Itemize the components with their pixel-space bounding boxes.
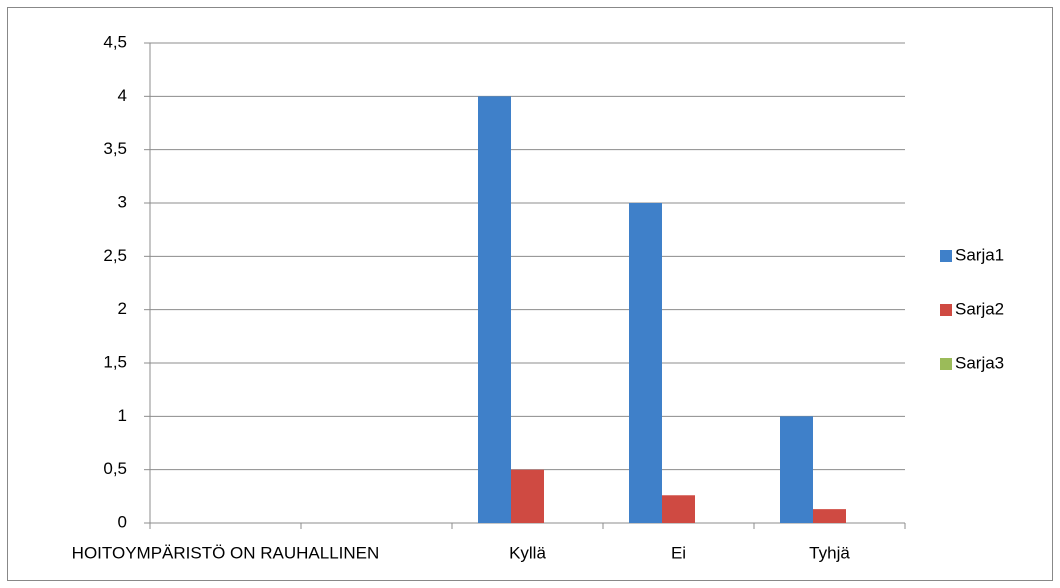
- x-tick-label: Tyhjä: [809, 543, 850, 562]
- y-tick-label: 3,5: [103, 139, 127, 158]
- bar: [813, 509, 846, 523]
- bar: [511, 469, 544, 523]
- y-tick-label: 1: [118, 406, 127, 425]
- y-tick-label: 2,5: [103, 246, 127, 265]
- bar: [478, 96, 511, 523]
- y-tick-label: 2: [118, 299, 127, 318]
- legend-label: Sarja2: [955, 299, 1004, 318]
- y-tick-label: 4: [118, 86, 127, 105]
- y-tick-label: 4,5: [103, 32, 127, 51]
- y-tick-label: 3: [118, 192, 127, 211]
- y-tick-label: 1,5: [103, 352, 127, 371]
- legend-swatch: [940, 304, 952, 316]
- legend-label: Sarja3: [955, 353, 1004, 372]
- x-tick-label: Ei: [671, 543, 686, 562]
- legend-swatch: [940, 358, 952, 370]
- bar: [662, 495, 695, 523]
- bar: [629, 203, 662, 523]
- legend-swatch: [940, 250, 952, 262]
- y-tick-label: 0: [118, 512, 127, 531]
- legend-label: Sarja1: [955, 245, 1004, 264]
- y-tick-label: 0,5: [103, 459, 127, 478]
- x-tick-label: HOITOYMPÄRISTÖ ON RAUHALLINEN: [72, 543, 380, 562]
- bar: [780, 416, 813, 523]
- x-tick-label: Kyllä: [509, 543, 546, 562]
